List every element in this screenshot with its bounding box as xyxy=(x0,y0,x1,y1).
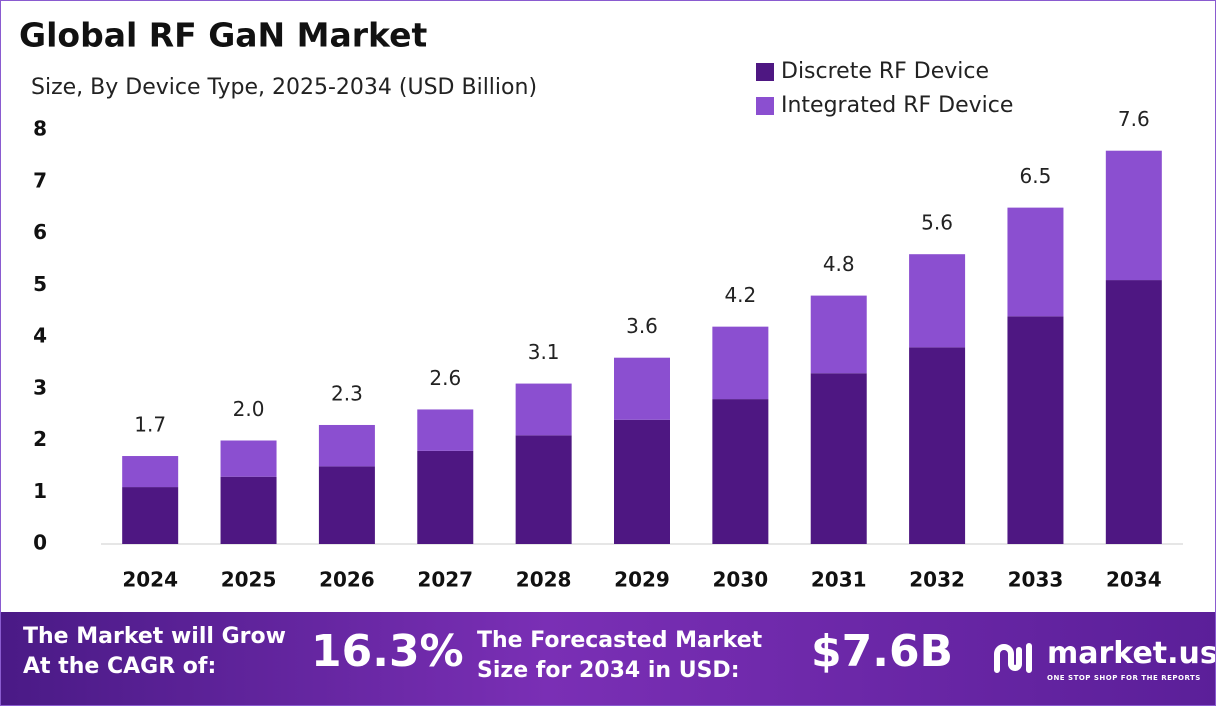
y-tick-label: 7 xyxy=(33,168,47,192)
x-tick-label: 2034 xyxy=(1106,568,1162,592)
x-tick-label: 2032 xyxy=(909,568,965,592)
bar-segment xyxy=(515,383,572,436)
bar-segment xyxy=(220,440,277,477)
bar-segment xyxy=(417,450,474,544)
y-tick-label: 1 xyxy=(33,479,47,503)
total-label: 2.3 xyxy=(331,381,363,405)
bar-segment xyxy=(220,476,277,544)
footer-banner: The Market will Grow At the CAGR of: 16.… xyxy=(1,612,1215,705)
total-label: 3.6 xyxy=(626,314,658,338)
cagr-text: The Market will Grow At the CAGR of: xyxy=(23,622,286,682)
bar-segment xyxy=(810,295,867,374)
total-label: 1.7 xyxy=(134,413,166,437)
bar-segment xyxy=(122,456,179,488)
y-tick-label: 2 xyxy=(33,427,47,451)
total-label: 4.8 xyxy=(823,252,855,276)
bar-segment xyxy=(712,399,769,544)
bar-segment xyxy=(614,357,670,420)
x-tick-label: 2030 xyxy=(713,568,769,592)
bar-segment xyxy=(515,435,572,544)
cagr-line: The Market will Grow xyxy=(23,624,286,649)
bar-segment xyxy=(614,419,670,544)
total-label: 2.0 xyxy=(233,397,265,421)
x-tick-label: 2026 xyxy=(319,568,375,592)
x-tick-label: 2029 xyxy=(614,568,670,592)
x-tick-label: 2031 xyxy=(811,568,867,592)
total-label: 6.5 xyxy=(1020,164,1052,188)
bar-segment xyxy=(909,347,966,544)
bar-segment xyxy=(1007,316,1064,544)
forecast-text: The Forecasted Market Size for 2034 in U… xyxy=(477,626,762,686)
x-tick-label: 2025 xyxy=(221,568,277,592)
y-tick-label: 0 xyxy=(33,531,47,555)
forecast-line: Size for 2034 in USD: xyxy=(477,658,740,683)
chart: Global RF GaN Market Size, By Device Typ… xyxy=(19,16,1183,592)
x-tick-label: 2024 xyxy=(122,568,178,592)
total-label: 3.1 xyxy=(528,340,560,364)
chart-subtitle: Size, By Device Type, 2025-2034 (USD Bil… xyxy=(31,75,537,100)
x-tick-label: 2028 xyxy=(516,568,572,592)
legend-label: Discrete RF Device xyxy=(781,59,989,84)
legend-swatch xyxy=(756,63,774,81)
legend-label: Integrated RF Device xyxy=(781,93,1013,118)
chart-title: Global RF GaN Market xyxy=(19,16,427,55)
y-tick-label: 3 xyxy=(33,375,47,399)
brand-tagline: ONE STOP SHOP FOR THE REPORTS xyxy=(1047,674,1201,682)
bar-segment xyxy=(909,254,966,348)
total-label: 7.6 xyxy=(1118,107,1150,131)
cagr-line: At the CAGR of: xyxy=(23,654,217,679)
brand: market.us xyxy=(1047,636,1216,671)
y-tick-label: 8 xyxy=(33,117,47,141)
y-tick-label: 5 xyxy=(33,272,47,296)
y-tick-label: 4 xyxy=(33,324,47,348)
bar-segment xyxy=(122,487,179,544)
forecast-value: $7.6B xyxy=(811,626,954,677)
bar-segment xyxy=(318,424,375,467)
bar-segment xyxy=(712,326,769,400)
total-label: 2.6 xyxy=(429,366,461,390)
cagr-value: 16.3% xyxy=(311,626,464,677)
x-tick-label: 2033 xyxy=(1008,568,1064,592)
total-label: 5.6 xyxy=(921,211,953,235)
brand-logo xyxy=(994,643,1032,673)
bar-segment xyxy=(318,466,375,544)
total-label: 4.2 xyxy=(724,283,756,307)
bar-segment xyxy=(417,409,474,451)
forecast-line: The Forecasted Market xyxy=(477,628,763,653)
bar-segment xyxy=(1007,207,1064,317)
x-tick-label: 2027 xyxy=(417,568,473,592)
legend-swatch xyxy=(756,97,774,115)
bar-segment xyxy=(810,373,867,544)
bar-segment xyxy=(1105,280,1162,544)
bar-segment xyxy=(1105,150,1162,281)
y-tick-label: 6 xyxy=(33,220,47,244)
